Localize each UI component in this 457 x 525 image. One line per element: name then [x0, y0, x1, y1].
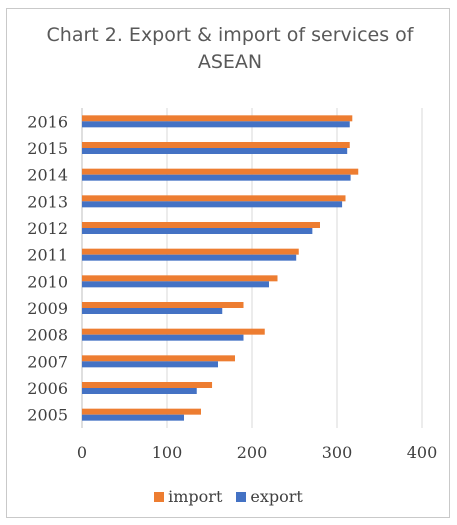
x-tick-label: 300 [322, 443, 353, 462]
bar-import-2006 [82, 382, 213, 388]
bar-import-2014 [82, 168, 359, 175]
bar-export-2016 [82, 121, 350, 128]
legend-swatch-export [236, 491, 247, 502]
bar-import-2013 [82, 195, 346, 202]
bar-import-2008 [82, 328, 265, 335]
bar-import-2011 [82, 248, 299, 255]
legend: import export [0, 487, 457, 506]
bar-import-2010 [82, 275, 278, 282]
y-tick-label: 2007 [27, 352, 68, 371]
chart-title-line-2: ASEAN [197, 51, 263, 73]
x-tick-label: 200 [237, 443, 268, 462]
bar-import-2016 [82, 115, 353, 122]
bar-export-2013 [82, 201, 343, 208]
legend-swatch-import [154, 491, 165, 502]
bar-import-2015 [82, 142, 350, 148]
y-tick-label: 2008 [27, 326, 68, 345]
legend-label-import: import [168, 487, 223, 506]
y-tick-label: 2016 [27, 112, 68, 131]
bar-export-2006 [82, 388, 197, 394]
x-tick-label: 400 [407, 443, 438, 462]
bar-import-2005 [82, 408, 201, 415]
x-tick-label: 0 [77, 443, 87, 462]
legend-label-export: export [250, 487, 303, 506]
bar-export-2007 [82, 361, 218, 368]
chart-frame [6, 8, 450, 518]
chart-title-line-1: Chart 2. Export & import of services of [46, 24, 414, 46]
y-tick-label: 2009 [27, 299, 68, 318]
bar-export-2005 [82, 414, 184, 421]
y-tick-label: 2014 [27, 166, 68, 185]
bar-import-2012 [82, 222, 320, 228]
bar-export-2011 [82, 254, 297, 261]
x-tick-label: 100 [152, 443, 183, 462]
bar-import-2007 [82, 355, 235, 362]
y-tick-label: 2015 [27, 139, 68, 158]
bar-export-2008 [82, 334, 244, 341]
bar-export-2010 [82, 281, 269, 288]
y-tick-label: 2011 [27, 246, 68, 265]
y-tick-label: 2012 [27, 219, 68, 238]
bar-import-2009 [82, 302, 244, 308]
bar-export-2009 [82, 308, 223, 314]
chart-title: Chart 2. Export & import of services of … [30, 22, 430, 76]
legend-item-export: export [236, 487, 303, 506]
y-tick-label: 2006 [27, 379, 68, 398]
bar-export-2015 [82, 148, 348, 154]
y-tick-label: 2005 [27, 406, 68, 425]
bar-export-2012 [82, 228, 313, 234]
bar-export-2014 [82, 174, 351, 181]
y-tick-label: 2010 [27, 272, 68, 291]
legend-item-import: import [154, 487, 222, 506]
y-tick-label: 2013 [27, 192, 68, 211]
